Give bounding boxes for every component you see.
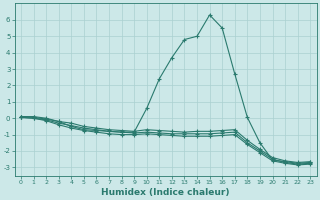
X-axis label: Humidex (Indice chaleur): Humidex (Indice chaleur): [101, 188, 230, 197]
